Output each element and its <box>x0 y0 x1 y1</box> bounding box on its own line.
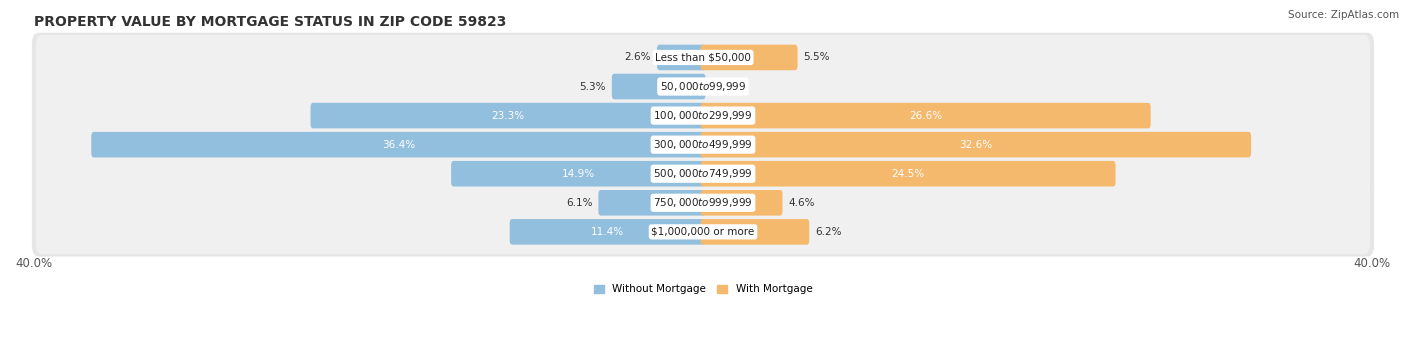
FancyBboxPatch shape <box>612 74 706 99</box>
Text: $500,000 to $749,999: $500,000 to $749,999 <box>654 167 752 180</box>
Text: $50,000 to $99,999: $50,000 to $99,999 <box>659 80 747 93</box>
Legend: Without Mortgage, With Mortgage: Without Mortgage, With Mortgage <box>593 284 813 294</box>
FancyBboxPatch shape <box>510 219 706 245</box>
FancyBboxPatch shape <box>700 103 1150 129</box>
FancyBboxPatch shape <box>37 209 1369 254</box>
FancyBboxPatch shape <box>32 149 1374 199</box>
Text: 11.4%: 11.4% <box>591 227 624 237</box>
FancyBboxPatch shape <box>32 91 1374 140</box>
Text: 24.5%: 24.5% <box>891 169 925 179</box>
FancyBboxPatch shape <box>37 35 1369 80</box>
FancyBboxPatch shape <box>657 45 706 70</box>
Text: $100,000 to $299,999: $100,000 to $299,999 <box>654 109 752 122</box>
FancyBboxPatch shape <box>700 190 783 216</box>
Text: 4.6%: 4.6% <box>789 198 815 208</box>
FancyBboxPatch shape <box>91 132 706 157</box>
FancyBboxPatch shape <box>700 161 1115 187</box>
Text: $750,000 to $999,999: $750,000 to $999,999 <box>654 196 752 209</box>
FancyBboxPatch shape <box>700 219 810 245</box>
FancyBboxPatch shape <box>37 122 1369 167</box>
Text: 5.3%: 5.3% <box>579 82 606 91</box>
Text: $1,000,000 or more: $1,000,000 or more <box>651 227 755 237</box>
FancyBboxPatch shape <box>37 93 1369 138</box>
FancyBboxPatch shape <box>32 33 1374 82</box>
FancyBboxPatch shape <box>32 178 1374 227</box>
Text: PROPERTY VALUE BY MORTGAGE STATUS IN ZIP CODE 59823: PROPERTY VALUE BY MORTGAGE STATUS IN ZIP… <box>34 15 506 29</box>
FancyBboxPatch shape <box>700 45 797 70</box>
FancyBboxPatch shape <box>451 161 706 187</box>
FancyBboxPatch shape <box>599 190 706 216</box>
Text: 14.9%: 14.9% <box>562 169 595 179</box>
Text: 6.2%: 6.2% <box>815 227 842 237</box>
Text: 5.5%: 5.5% <box>803 52 830 63</box>
FancyBboxPatch shape <box>32 207 1374 257</box>
Text: 6.1%: 6.1% <box>567 198 592 208</box>
Text: 23.3%: 23.3% <box>492 110 524 121</box>
Text: Less than $50,000: Less than $50,000 <box>655 52 751 63</box>
FancyBboxPatch shape <box>32 120 1374 169</box>
FancyBboxPatch shape <box>32 62 1374 111</box>
Text: 32.6%: 32.6% <box>959 140 993 150</box>
Text: 2.6%: 2.6% <box>624 52 651 63</box>
FancyBboxPatch shape <box>37 64 1369 109</box>
FancyBboxPatch shape <box>37 181 1369 225</box>
Text: 26.6%: 26.6% <box>910 110 942 121</box>
FancyBboxPatch shape <box>311 103 706 129</box>
Text: 36.4%: 36.4% <box>382 140 415 150</box>
Text: $300,000 to $499,999: $300,000 to $499,999 <box>654 138 752 151</box>
FancyBboxPatch shape <box>37 151 1369 196</box>
Text: Source: ZipAtlas.com: Source: ZipAtlas.com <box>1288 10 1399 20</box>
FancyBboxPatch shape <box>700 132 1251 157</box>
